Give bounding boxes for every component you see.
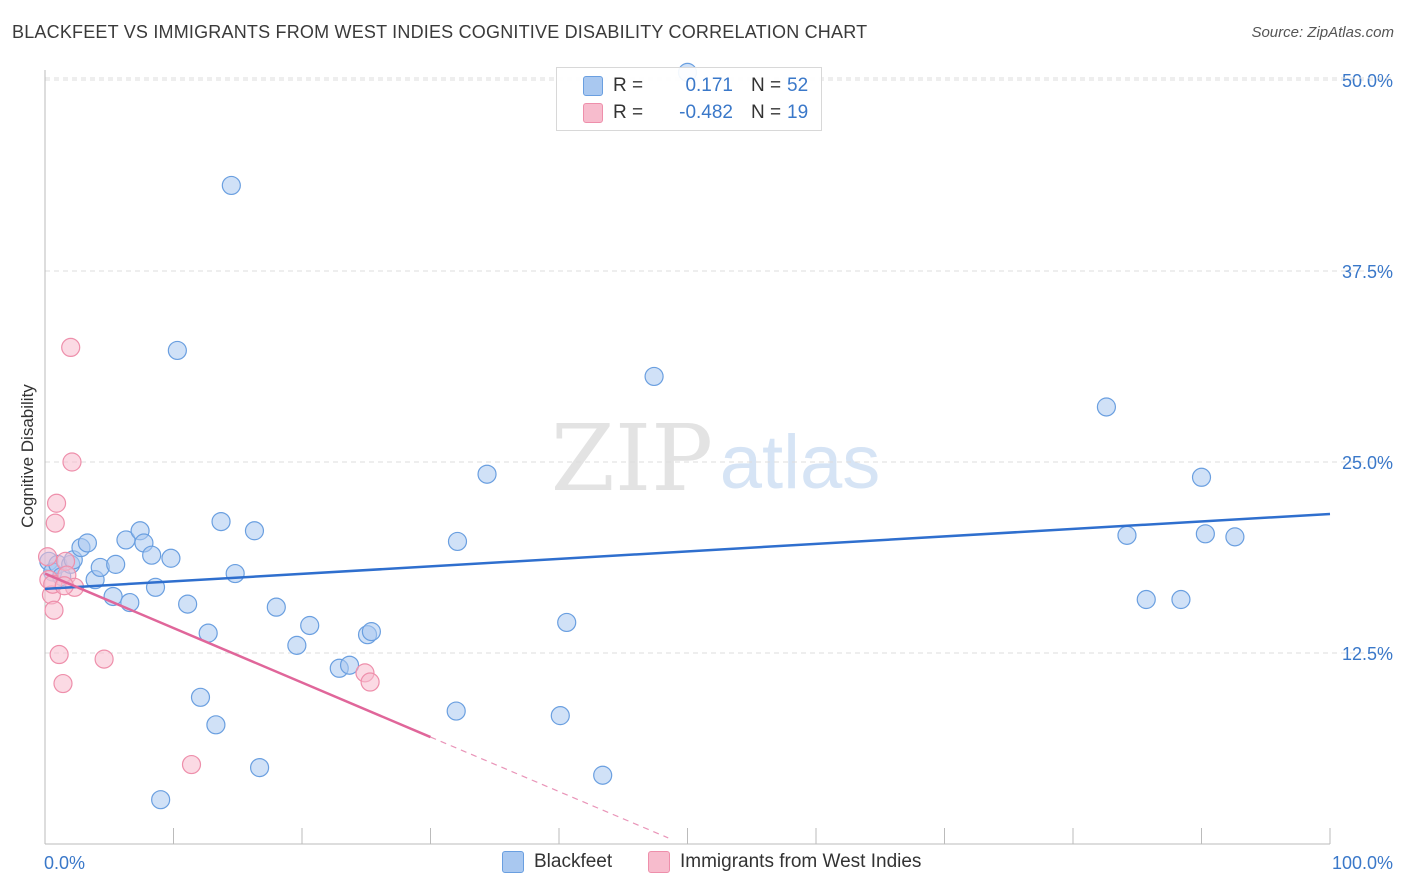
y-tick-label: 25.0% (1342, 453, 1393, 473)
data-point-blackfeet (206, 715, 226, 735)
data-point-blackfeet (1136, 589, 1156, 610)
data-point-blackfeet (447, 531, 468, 552)
watermark-atlas: atlas (720, 420, 881, 505)
data-point-west-indies (45, 513, 65, 533)
legend-swatch-pink (583, 103, 603, 123)
data-point-blackfeet (1117, 525, 1137, 545)
trend-line-extension-west-indies (430, 736, 669, 839)
data-point-blackfeet (249, 757, 270, 778)
legend-r-value: 0.171 (685, 75, 733, 96)
data-point-blackfeet (77, 533, 98, 553)
data-point-blackfeet (221, 175, 241, 196)
trend-line-blackfeet (44, 512, 1331, 591)
data-point-blackfeet (211, 511, 231, 532)
data-point-west-indies (49, 644, 69, 665)
data-point-west-indies (62, 452, 82, 472)
x-tick-label: 0.0% (44, 853, 85, 873)
legend-swatch-blue (583, 76, 603, 96)
data-point-west-indies (53, 673, 73, 694)
series-legend-blackfeet[interactable]: Blackfeet (502, 851, 612, 873)
data-point-blackfeet (1191, 467, 1212, 487)
data-point-blackfeet (190, 687, 211, 707)
data-point-blackfeet (1171, 589, 1191, 610)
data-point-blackfeet (1195, 524, 1215, 544)
data-point-blackfeet (167, 340, 187, 361)
series-legend-west-indies[interactable]: Immigrants from West Indies (648, 851, 921, 873)
legend-n-label: N = (751, 75, 782, 96)
data-point-blackfeet (557, 612, 577, 633)
data-point-blackfeet (142, 545, 162, 565)
data-point-blackfeet (300, 615, 320, 636)
data-point-blackfeet (644, 366, 664, 387)
data-point-blackfeet (446, 701, 466, 721)
data-point-blackfeet (287, 635, 307, 655)
legend-r-value: -0.482 (679, 102, 733, 123)
data-point-blackfeet (178, 594, 198, 614)
legend-n-value: 52 (787, 75, 809, 96)
source-label: Source: ZipAtlas.com (1251, 24, 1394, 41)
series-legend-label: Blackfeet (534, 851, 613, 872)
legend-r-label: R = (613, 75, 644, 96)
data-point-blackfeet (266, 597, 286, 617)
data-point-blackfeet (550, 706, 570, 726)
legend-n-value: 19 (787, 102, 809, 123)
data-point-blackfeet (151, 790, 171, 810)
chart-title: BLACKFEET VS IMMIGRANTS FROM WEST INDIES… (12, 22, 868, 42)
series-swatch-blue (502, 851, 524, 873)
watermark-zip: ZIP (551, 405, 713, 512)
y-tick-label: 12.5% (1342, 644, 1393, 664)
data-point-blackfeet (1096, 397, 1117, 417)
data-point-west-indies (181, 754, 202, 775)
data-point-blackfeet (161, 548, 181, 568)
legend-r-label: R = (613, 102, 644, 123)
series-legend: Blackfeet Immigrants from West Indies (0, 851, 1406, 879)
data-point-west-indies (94, 649, 114, 669)
data-point-blackfeet (106, 554, 126, 574)
y-tick-label: 50.0% (1342, 71, 1393, 91)
y-tick-label: 37.5% (1342, 262, 1393, 282)
x-tick-label: 100.0% (1332, 853, 1393, 873)
data-point-west-indies (44, 600, 64, 620)
data-point-west-indies (37, 547, 58, 567)
data-point-west-indies (61, 337, 81, 357)
data-point-west-indies (360, 672, 380, 692)
data-point-blackfeet (225, 563, 245, 584)
data-point-blackfeet (339, 655, 360, 675)
data-point-blackfeet (593, 765, 613, 785)
data-point-blackfeet (90, 557, 110, 578)
legend-row-blackfeet: R = 0.171 N = 52 (583, 73, 817, 99)
series-legend-label: Immigrants from West Indies (680, 851, 922, 872)
data-point-blackfeet (477, 464, 497, 484)
data-point-west-indies (46, 493, 67, 513)
series-swatch-pink (648, 851, 670, 873)
legend-n-label: N = (751, 102, 782, 123)
data-point-blackfeet (244, 521, 265, 541)
data-point-blackfeet (361, 622, 381, 642)
trend-line-west-indies (44, 572, 431, 739)
data-point-blackfeet (1225, 527, 1245, 547)
correlation-legend: R = 0.171 N = 52 R = -0.482 N = 19 (556, 67, 822, 131)
legend-row-west-indies: R = -0.482 N = 19 (583, 100, 817, 126)
